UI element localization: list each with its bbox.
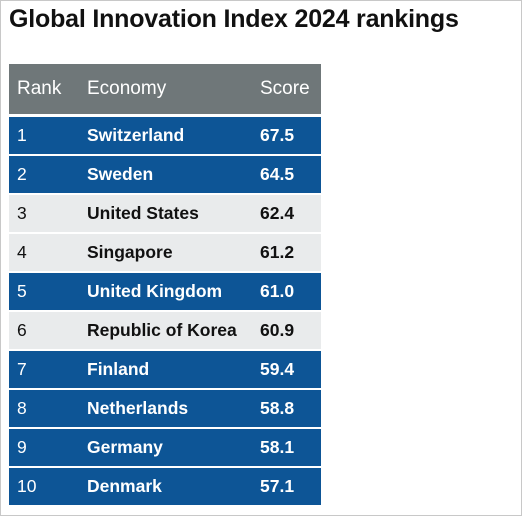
table-row: 1 Switzerland 67.5	[9, 117, 321, 154]
table-row: 8 Netherlands 58.8	[9, 390, 321, 427]
economy-cell: Netherlands	[87, 398, 189, 418]
rank-cell: 7	[17, 359, 27, 379]
rank-cell: 1	[17, 125, 27, 145]
rank-cell: 10	[17, 476, 37, 496]
score-cell: 60.9	[260, 320, 295, 340]
economy-cell: United States	[87, 203, 199, 223]
score-cell: 61.2	[260, 242, 295, 262]
rank-cell: 3	[17, 203, 27, 223]
table-header: Rank Economy Score	[9, 64, 321, 114]
economy-cell: Finland	[87, 359, 150, 379]
table-row: 10 Denmark 57.1	[9, 468, 321, 505]
rank-cell: 2	[17, 164, 27, 184]
table-row: 9 Germany 58.1	[9, 429, 321, 466]
table-row: 5 United Kingdom 61.0	[9, 273, 321, 310]
score-cell: 59.4	[260, 359, 295, 379]
page-title: Global Innovation Index 2024 rankings	[9, 5, 459, 33]
rankings-table: Rank Economy Score 1 Switzerland 67.5 2 Swed…	[9, 64, 321, 507]
score-cell: 57.1	[260, 476, 295, 496]
column-header-economy: Economy	[87, 78, 167, 99]
economy-cell: Germany	[87, 437, 163, 457]
economy-cell: Switzerland	[87, 125, 185, 145]
economy-cell: Republic of Korea	[87, 320, 237, 340]
rank-cell: 4	[17, 242, 27, 262]
rank-cell: 6	[17, 320, 27, 340]
table-row: 4 Singapore 61.2	[9, 234, 321, 271]
table-row: 6 Republic of Korea 60.9	[9, 312, 321, 349]
economy-cell: United Kingdom	[87, 281, 223, 301]
table-row: 2 Sweden 64.5	[9, 156, 321, 193]
table-row: 3 United States 62.4	[9, 195, 321, 232]
score-cell: 62.4	[260, 203, 295, 223]
economy-cell: Singapore	[87, 242, 173, 262]
rank-cell: 8	[17, 398, 27, 418]
score-cell: 58.1	[260, 437, 295, 457]
column-header-score: Score	[260, 78, 310, 99]
rank-cell: 9	[17, 437, 27, 457]
column-header-rank: Rank	[17, 78, 62, 99]
score-cell: 58.8	[260, 398, 295, 418]
economy-cell: Denmark	[87, 476, 162, 496]
score-cell: 67.5	[260, 125, 295, 145]
economy-cell: Sweden	[87, 164, 154, 184]
score-cell: 64.5	[260, 164, 295, 184]
score-cell: 61.0	[260, 281, 295, 301]
rank-cell: 5	[17, 281, 27, 301]
table-body: 1 Switzerland 67.5 2 Sweden 64.5 3 United State…	[9, 117, 321, 505]
table-row: 7 Finland 59.4	[9, 351, 321, 388]
